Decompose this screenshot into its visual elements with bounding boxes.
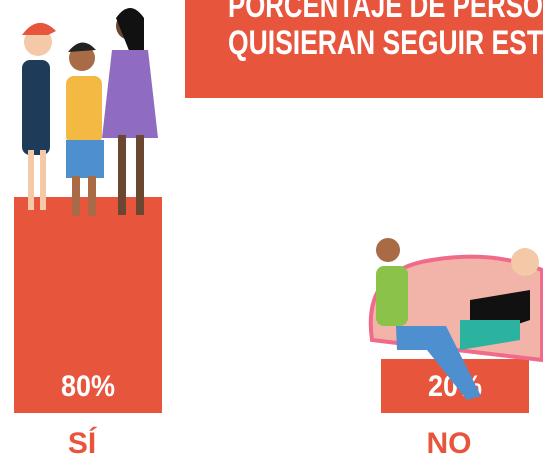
- x-tick-label: SÍ: [68, 426, 97, 459]
- illustration-people: [22, 8, 158, 216]
- chart-title: QUISIERAN SEGUIR EST: [228, 24, 543, 62]
- x-tick-label: NO: [427, 427, 472, 459]
- chart: PORCENTAJE DE PERSO QUISIERAN SEGUIR EST…: [0, 0, 543, 459]
- value-label: 80%: [61, 370, 115, 403]
- chart-title: PORCENTAJE DE PERSO: [228, 0, 543, 25]
- page: PORCENTAJE DE PERSO QUISIERAN SEGUIR EST…: [0, 0, 543, 459]
